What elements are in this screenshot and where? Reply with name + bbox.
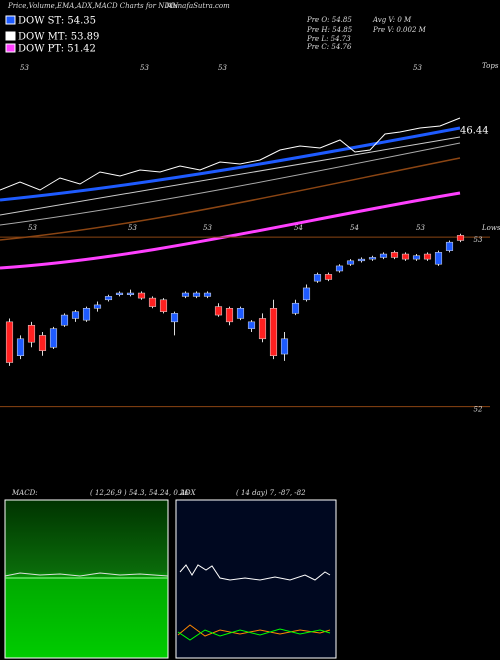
tops-label: Tops (482, 62, 499, 70)
candle-body (412, 255, 421, 260)
lows-label: Lows (481, 224, 500, 232)
candle-body (401, 253, 410, 260)
top-label: 53 (413, 64, 422, 72)
candle-body (38, 335, 47, 351)
candle-body (203, 292, 212, 297)
stat: Pre O: 54.85 (306, 16, 352, 24)
di-line (177, 628, 331, 641)
low-label: 53 (203, 224, 212, 232)
last-value: 46.44 (460, 126, 489, 137)
stat: Pre L: 54.73 (306, 35, 351, 43)
candle-body (280, 338, 289, 355)
candle-body (214, 306, 223, 316)
site: MunafaSutra.com (165, 2, 230, 10)
adx-label: ADX (179, 489, 197, 497)
candle-body (148, 297, 157, 307)
candle-body (82, 308, 91, 321)
adx-panel: ADX ( 14 day) 7, -87, -82 (175, 489, 337, 659)
stat: Pre V: 0.002 M (372, 26, 427, 34)
ema-line (0, 142, 461, 226)
stats: Pre O: 54.85 Avg V: 0 M Pre H: 54.85 Pre… (306, 16, 427, 51)
legend: DOW ST: 54.35 DOW MT: 53.89 DOW PT: 51.4… (5, 15, 99, 55)
candle-body (71, 311, 80, 319)
legend-swatch (5, 43, 16, 53)
low-label: 53 (128, 224, 137, 232)
candle-body (379, 253, 388, 258)
low-label: 54 (350, 224, 359, 232)
ema-line (0, 126, 461, 202)
candle-body (324, 274, 333, 280)
candle-body (126, 292, 135, 295)
legend-swatch (5, 15, 16, 25)
y-tick-label: 53 (474, 236, 483, 244)
candle-body (236, 308, 245, 319)
candle-body (159, 299, 168, 312)
adx-line (179, 564, 331, 581)
candle-body (16, 338, 25, 357)
legend-label: DOW PT: 51.42 (18, 44, 96, 55)
ema-line (0, 136, 461, 216)
candle-body (115, 292, 124, 295)
candle-body (291, 302, 300, 314)
candle-body (313, 274, 322, 282)
candle-body (335, 265, 344, 272)
candle-body (93, 304, 102, 309)
price-line (0, 117, 461, 191)
macd-params: ( 12,26,9 ) 54.3, 54.24, 0.26 (90, 489, 190, 497)
candle-body (368, 257, 377, 260)
low-label: 53 (28, 224, 37, 232)
candle-body (346, 260, 355, 265)
top-label: 53 (140, 64, 149, 72)
candle-body (5, 321, 14, 363)
title: Price,Volume,EMA,ADX,MACD Charts for NIA… (7, 2, 179, 10)
candle-body (390, 252, 399, 258)
legend-swatch (5, 31, 16, 41)
candle-body (60, 314, 69, 326)
candle-body (247, 321, 256, 329)
candle-body (456, 235, 465, 241)
candle-body (27, 324, 36, 343)
candle-body (192, 292, 201, 297)
candle-body (302, 287, 311, 301)
macd-panel: MACD: ( 12,26,9 ) 54.3, 54.24, 0.26 (4, 489, 190, 659)
low-label: 54 (294, 224, 303, 232)
stat: Pre C: 54.76 (306, 43, 352, 51)
candle-body (225, 308, 234, 323)
candle-body (104, 296, 113, 301)
macd-box (4, 499, 169, 659)
candle-body (269, 308, 278, 357)
candle-body (170, 313, 179, 323)
top-label: 53 (218, 64, 227, 72)
candle-body (357, 258, 366, 262)
y-tick-label: 52 (474, 406, 483, 414)
candle-body (445, 241, 454, 251)
candle-body (49, 328, 58, 348)
candle-body (258, 318, 267, 340)
macd-line (4, 572, 169, 577)
candle-body (137, 292, 146, 299)
stat: Avg V: 0 M (372, 16, 412, 24)
ema-panel: 53 53 53 53 Tops 53 53 53 54 54 53 Lows … (0, 62, 500, 270)
legend-label: DOW MT: 53.89 (18, 32, 99, 43)
candle-body (423, 253, 432, 260)
low-label: 53 (416, 224, 425, 232)
top-label: 53 (20, 64, 29, 72)
legend-label: DOW ST: 54.35 (18, 16, 96, 27)
adx-params: ( 14 day) 7, -87, -82 (236, 489, 306, 497)
macd-label: MACD: (11, 489, 38, 497)
candle-body (434, 252, 443, 265)
stat: Pre H: 54.85 (306, 26, 353, 34)
ema-line (0, 157, 461, 241)
candle-body (181, 292, 190, 297)
